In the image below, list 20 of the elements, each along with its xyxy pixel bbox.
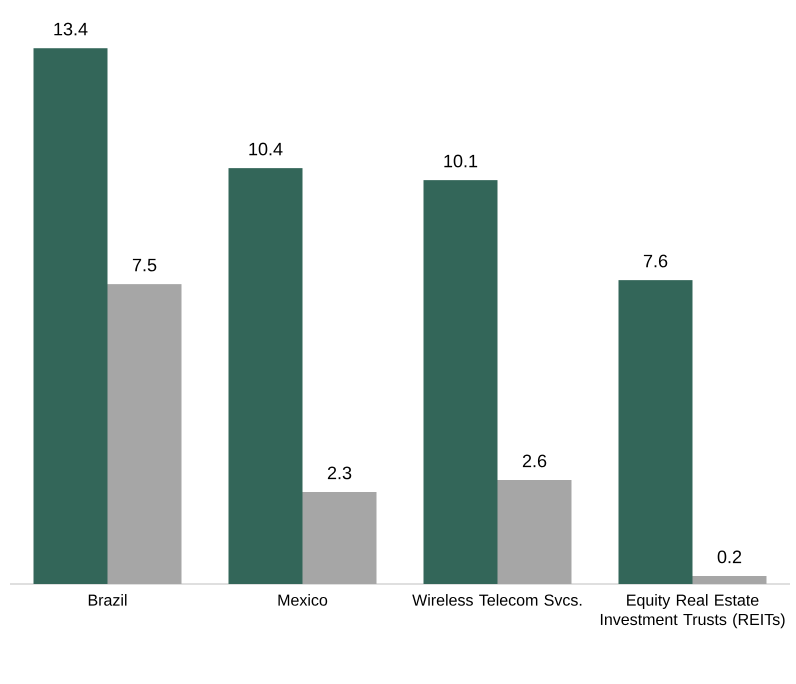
- bar: [692, 576, 767, 584]
- bar: [228, 168, 303, 584]
- x-tick-label: Equity Real Estate Investment Trusts (REITs): [600, 594, 785, 628]
- bar: [498, 480, 572, 584]
- data-label: 0.2: [718, 550, 742, 564]
- bar: [424, 180, 498, 584]
- data-label: 7.5: [132, 258, 156, 272]
- data-label: 10.4: [249, 142, 282, 156]
- x-tick-label: Mexico: [278, 594, 328, 606]
- bar: [34, 48, 108, 584]
- bar: [618, 280, 692, 584]
- data-label: 13.4: [54, 22, 88, 36]
- bar: [108, 284, 182, 584]
- data-label: 10.1: [444, 154, 478, 168]
- data-label: 2.3: [328, 466, 352, 480]
- x-tick-label: Brazil: [88, 594, 126, 606]
- x-tick-label: Wireless Telecom Svcs.: [412, 594, 582, 606]
- data-label: 7.6: [644, 254, 668, 268]
- bar: [302, 492, 377, 584]
- data-label: 2.6: [522, 454, 546, 468]
